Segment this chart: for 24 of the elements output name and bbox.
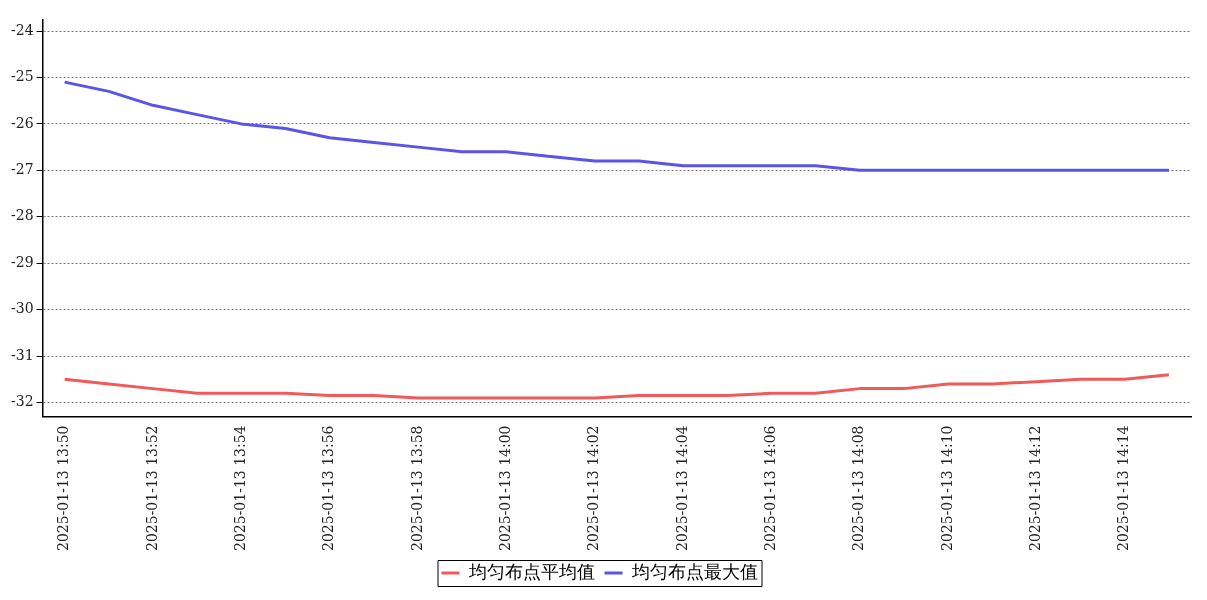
x-tick-label: 2025-01-13 13:50: [55, 425, 72, 551]
legend-label: 均匀布点最大值: [630, 560, 758, 582]
x-tick-label: 2025-01-13 14:02: [585, 425, 602, 551]
y-tick-label: -25: [11, 68, 34, 85]
x-tick-label: 2025-01-13 14:04: [673, 425, 690, 551]
x-tick-label: 2025-01-13 13:52: [143, 425, 160, 551]
x-tick-label: 2025-01-13 13:58: [408, 425, 425, 551]
x-tick-label: 2025-01-13 14:06: [762, 425, 779, 551]
x-tick-label: 2025-01-13 14:10: [938, 425, 955, 551]
y-tick-label: -28: [11, 207, 34, 224]
x-tick-label: 2025-01-13 14:08: [850, 425, 867, 551]
x-tick-label: 2025-01-13 13:56: [320, 425, 337, 551]
y-tick-label: -27: [11, 160, 34, 177]
x-tick-label: 2025-01-13 14:12: [1027, 425, 1044, 551]
y-tick-label: -26: [11, 114, 34, 131]
y-tick-label: -29: [11, 253, 34, 270]
y-tick-label: -24: [11, 21, 34, 38]
x-tick-label: 2025-01-13 14:14: [1115, 425, 1132, 551]
x-tick-label: 2025-01-13 13:54: [231, 425, 248, 551]
legend-label: 均匀布点平均值: [467, 560, 595, 582]
y-tick-label: -30: [11, 300, 34, 317]
x-tick-label: 2025-01-13 14:00: [496, 425, 513, 551]
y-tick-label: -31: [11, 346, 34, 363]
y-tick-label: -32: [11, 393, 34, 410]
